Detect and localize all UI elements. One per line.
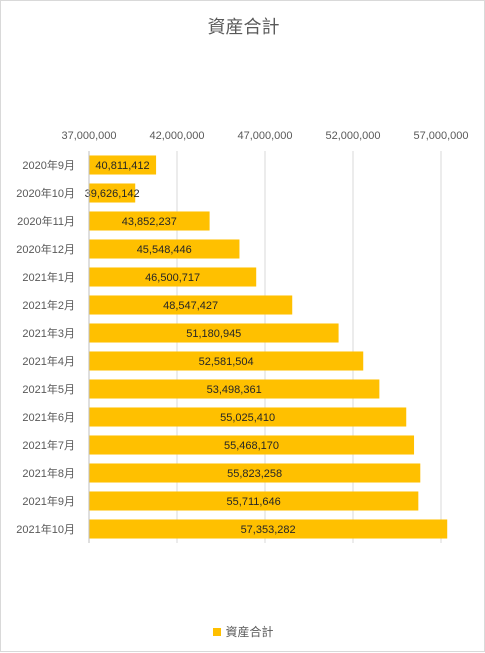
category-label: 2021年4月	[22, 354, 75, 368]
data-label: 39,626,142	[85, 188, 140, 200]
bar	[89, 155, 157, 175]
category-label: 2021年5月	[22, 382, 75, 396]
category-label: 2020年11月	[17, 214, 75, 228]
data-label: 43,852,237	[122, 216, 177, 228]
category-label: 2021年10月	[16, 522, 75, 536]
bar	[89, 519, 448, 539]
category-label: 2020年9月	[22, 158, 75, 172]
data-label: 55,025,410	[220, 412, 275, 424]
chart-title: 資産合計	[207, 17, 280, 37]
bar	[89, 323, 339, 343]
data-label: 51,180,945	[186, 328, 241, 340]
bar	[89, 407, 407, 427]
data-label: 55,468,170	[224, 440, 279, 452]
bar	[89, 267, 257, 287]
data-label: 53,498,361	[207, 384, 262, 396]
data-label: 57,353,282	[241, 524, 296, 536]
category-label: 2021年2月	[22, 298, 75, 312]
category-label: 2021年6月	[22, 410, 75, 424]
legend: 資産合計	[1, 623, 485, 640]
data-label: 48,547,427	[163, 300, 218, 312]
category-label: 2021年8月	[22, 466, 75, 480]
x-tick-label: 42,000,000	[149, 130, 204, 142]
bar	[89, 435, 415, 455]
data-label: 55,823,258	[227, 468, 282, 480]
category-label: 2021年9月	[22, 494, 75, 508]
category-label: 2020年12月	[16, 242, 75, 256]
category-label: 2021年3月	[22, 326, 75, 340]
x-tick-label: 47,000,000	[237, 130, 292, 142]
data-label: 40,811,412	[95, 160, 149, 172]
bar	[89, 239, 240, 259]
legend-label: 資産合計	[225, 625, 274, 639]
data-label: 52,581,504	[199, 356, 254, 368]
bar	[89, 295, 293, 315]
category-label: 2021年1月	[22, 270, 75, 284]
category-label: 2020年10月	[16, 186, 75, 200]
x-tick-label: 57,000,000	[413, 130, 468, 142]
bar	[89, 183, 136, 203]
x-tick-label: 37,000,000	[61, 130, 116, 142]
x-tick-label: 52,000,000	[325, 130, 380, 142]
bar	[89, 491, 419, 511]
bar	[89, 379, 380, 399]
data-label: 45,548,446	[137, 244, 192, 256]
category-label: 2021年7月	[22, 438, 75, 452]
bar	[89, 351, 364, 371]
bar	[89, 463, 421, 483]
data-label: 55,711,646	[227, 496, 281, 508]
bar	[89, 211, 210, 231]
legend-swatch	[213, 628, 222, 636]
data-label: 46,500,717	[145, 272, 200, 284]
